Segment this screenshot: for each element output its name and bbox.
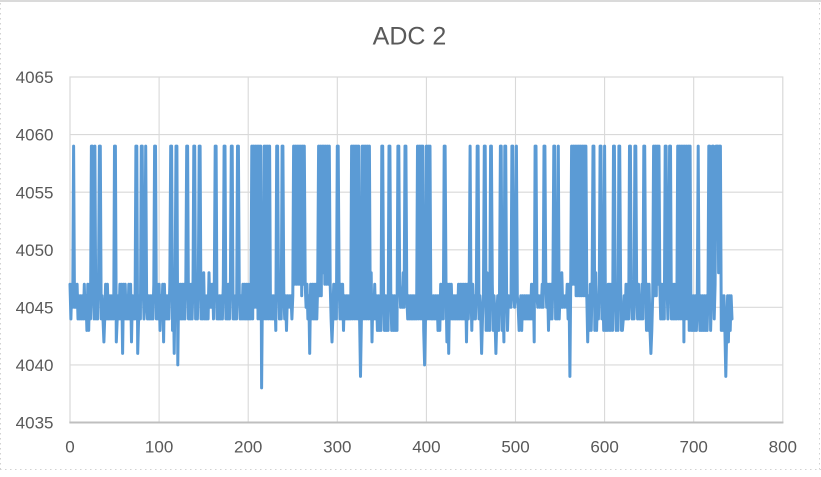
svg-text:4055: 4055 (16, 183, 54, 202)
svg-text:300: 300 (323, 438, 351, 457)
svg-text:4050: 4050 (16, 241, 54, 260)
svg-text:500: 500 (501, 438, 529, 457)
svg-text:800: 800 (769, 438, 797, 457)
svg-text:ADC 2: ADC 2 (373, 23, 447, 51)
svg-text:4035: 4035 (16, 414, 54, 433)
svg-text:200: 200 (234, 438, 262, 457)
svg-text:600: 600 (590, 438, 618, 457)
svg-text:700: 700 (680, 438, 708, 457)
svg-text:0: 0 (65, 438, 74, 457)
svg-text:4040: 4040 (16, 356, 54, 375)
svg-text:400: 400 (412, 438, 440, 457)
svg-text:4060: 4060 (16, 126, 54, 145)
svg-text:4065: 4065 (16, 68, 54, 87)
svg-text:4045: 4045 (16, 298, 54, 317)
svg-text:100: 100 (145, 438, 173, 457)
